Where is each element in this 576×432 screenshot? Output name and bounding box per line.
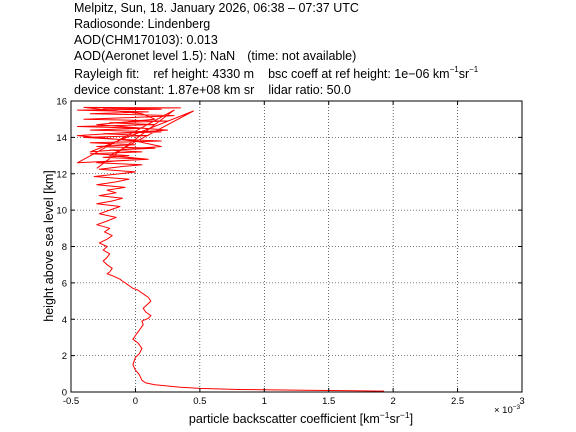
header-line-aod-aeronet: AOD(Aeronet level 1.5): NaN (time: not av… xyxy=(74,48,574,64)
rayleigh-ref-height: ref height: 4330 m xyxy=(153,67,255,81)
y-tick-label: 8 xyxy=(62,242,67,253)
x-tick-label: 2.5 xyxy=(451,396,464,407)
x-tick-label: 3 xyxy=(519,396,524,407)
y-tick-label: 16 xyxy=(56,97,67,108)
lidar-ratio: lidar ratio: 50.0 xyxy=(268,83,351,97)
x-axis-title: particle backscatter coefficient [km−1sr… xyxy=(189,410,413,426)
backscatter-profile-line xyxy=(76,106,385,392)
chart-header: Melpitz, Sun, 18. January 2026, 06:38 – … xyxy=(74,0,574,98)
device-constant: device constant: 1.87e+08 km sr xyxy=(74,83,255,97)
x-tick-label: 0 xyxy=(133,396,138,407)
aod-aeronet-value: AOD(Aeronet level 1.5): NaN xyxy=(74,49,236,63)
rayleigh-bsc-coeff: bsc coeff at ref height: 1e−06 km−1sr−1 xyxy=(268,65,479,82)
x-tick-labels: -0.5 0 0.5 1 1.5 2 2.5 3 xyxy=(63,396,525,407)
chart-ticks xyxy=(70,100,523,393)
y-axis-title: height above sea level [km] xyxy=(42,170,56,321)
aod-aeronet-time-note: (time: not available) xyxy=(247,49,357,63)
x-tick-label: -0.5 xyxy=(63,396,79,407)
y-tick-label: 2 xyxy=(62,351,67,362)
x-tick-label: 1.5 xyxy=(322,396,335,407)
header-line-device: device constant: 1.87e+08 km sr lidar rat… xyxy=(74,82,574,98)
x-axis-multiplier: × 10−3 xyxy=(494,404,521,416)
header-line-location-time: Melpitz, Sun, 18. January 2026, 06:38 – … xyxy=(74,1,359,15)
header-line-aod-chm: AOD(CHM170103): 0.013 xyxy=(74,33,218,47)
header-line-radiosonde: Radiosonde: Lindenberg xyxy=(74,17,211,31)
chart-series xyxy=(76,106,385,392)
x-tick-label: 2 xyxy=(390,396,395,407)
y-tick-label: 4 xyxy=(62,315,67,326)
header-line-rayleigh-fit: Rayleigh fit: ref height: 4330 m bsc coeff… xyxy=(74,66,574,82)
y-tick-label: 6 xyxy=(62,278,67,289)
chart-grid xyxy=(71,101,522,392)
x-tick-label: 1 xyxy=(262,396,267,407)
y-tick-label: 12 xyxy=(56,169,67,180)
y-tick-label: 14 xyxy=(56,133,67,144)
y-tick-label: 10 xyxy=(56,206,67,217)
rayleigh-fit-label: Rayleigh fit: xyxy=(74,67,140,81)
y-tick-label: 0 xyxy=(62,388,67,399)
y-tick-labels: 0 2 4 6 8 10 12 14 16 xyxy=(56,97,67,399)
x-tick-label: 0.5 xyxy=(193,396,206,407)
